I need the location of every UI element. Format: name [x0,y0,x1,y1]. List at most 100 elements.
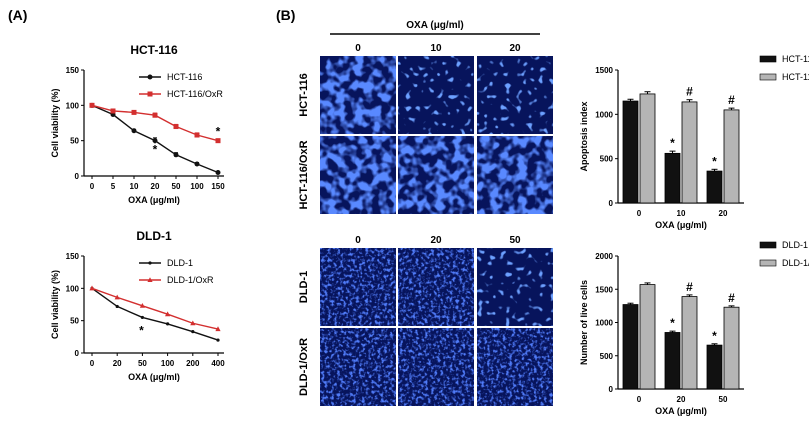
y-tick-label: 500 [600,352,614,361]
live-cells-bar-chart: 0 500 1000 1500 2000 0 20 * #50 * # OXA (μg/ml) Numb… [579,240,809,416]
significance-mark: * [712,329,717,343]
viability-chart-dld1: DLD-1 0 50 100 150 0 20 50 100 200 400 OXA (μg/ml) C… [50,229,225,382]
series-line [91,287,219,341]
x-tick-label: 20 [113,359,122,368]
data-point [216,338,220,342]
bar [664,332,681,390]
x-tick-label: 20 [151,182,160,191]
cell-fluorescence-texture [398,248,474,326]
y-axis-label: Apoptosis index [579,101,589,171]
bar [706,344,723,390]
concentration-label: 0 [355,235,361,246]
significance-mark: # [728,291,735,305]
legend-marker [148,261,152,265]
data-point [166,322,170,326]
x-tick-label: 400 [211,359,225,368]
y-tick-label: 1500 [595,285,613,294]
data-point [215,138,221,144]
cell-fluorescence-texture [477,56,553,134]
chart-title: DLD-1 [136,229,172,243]
microscopy-grid-hct116: OXA (μg/ml) 0 10 20 HCT-116 HCT-116/OxR [298,20,553,214]
x-tick-label: 10 [677,209,686,218]
x-tick-label: 50 [172,182,181,191]
y-axis-label: Number of live cells [579,280,589,365]
y-tick-label: 100 [66,284,80,293]
significance-mark: # [728,93,735,107]
legend-marker [147,74,153,80]
panel-label-a: (A) [8,7,27,23]
bar [706,170,723,204]
significance-mark: # [686,280,693,294]
bar [723,109,740,204]
data-point [165,311,171,317]
chart-title: HCT-116 [130,43,178,57]
cell-fluorescence-texture [398,136,474,214]
x-tick-label: 0 [90,359,95,368]
y-axis-label: Cell viability (%) [50,270,60,339]
concentration-label: 50 [509,235,521,246]
x-tick-label: 0 [637,209,642,218]
significance-mark: * [153,143,158,157]
data-point [191,330,195,334]
y-tick-label: 150 [66,66,80,75]
y-tick-label: 1500 [595,66,613,75]
legend-label: HCT-116/OxR [782,72,809,82]
y-tick-label: 2000 [595,252,613,261]
legend-marker [147,277,153,282]
significance-mark: * [712,154,717,168]
treatment-header: OXA (μg/ml) [406,20,463,31]
data-point [152,138,158,144]
bar [639,284,656,390]
y-tick-label: 50 [70,137,79,146]
data-point [173,152,179,158]
concentration-label: 20 [509,43,521,54]
significance-mark: * [139,323,144,337]
x-tick-label: 0 [637,395,642,404]
data-point [194,161,200,167]
legend-swatch [759,259,777,267]
concentration-label: 10 [430,43,442,54]
significance-mark: * [670,136,675,150]
x-tick-label: 10 [130,182,139,191]
apoptosis-bar-chart: 0 500 1000 1500 0 10 * #20 * # OXA (μg/ml) Apoptosi… [579,54,809,230]
x-tick-label: 5 [111,182,116,191]
bar [639,93,656,204]
y-tick-label: 0 [75,349,80,358]
cell-fluorescence-texture [320,136,396,214]
data-point [89,102,95,108]
cell-fluorescence-texture [477,328,553,406]
y-tick-label: 100 [66,101,80,110]
x-tick-label: 100 [190,182,204,191]
legend-label: HCT-116 [782,54,809,64]
data-point [139,302,145,308]
y-tick-label: 150 [66,252,80,261]
data-point [89,285,95,291]
bar [622,304,639,390]
x-tick-label: 50 [138,359,147,368]
concentration-label: 20 [430,235,442,246]
cell-line-label: HCT-116 [298,73,310,116]
x-tick-label: 50 [719,395,728,404]
x-axis-label: OXA (μg/ml) [655,406,707,416]
legend-swatch [759,55,777,63]
x-tick-label: 0 [90,182,95,191]
significance-mark: * [670,316,675,330]
microscopy-grid-dld1: 0 20 50 DLD-1 DLD-1/OxR [298,235,553,406]
data-point [115,304,119,309]
x-tick-label: 200 [186,359,200,368]
cell-fluorescence-texture [398,56,474,134]
data-point [140,315,144,320]
data-point [152,112,158,118]
significance-mark: # [686,85,693,99]
y-tick-label: 0 [75,172,80,181]
legend-marker [147,91,153,97]
cell-fluorescence-texture [477,136,553,214]
x-axis-label: OXA (μg/ml) [128,195,180,205]
cell-fluorescence-texture [320,248,396,326]
x-tick-label: 150 [211,182,225,191]
x-axis-label: OXA (μg/ml) [128,372,180,382]
concentration-label: 0 [355,43,361,54]
legend-label: HCT-116/OxR [167,89,223,99]
x-axis-label: OXA (μg/ml) [655,220,707,230]
